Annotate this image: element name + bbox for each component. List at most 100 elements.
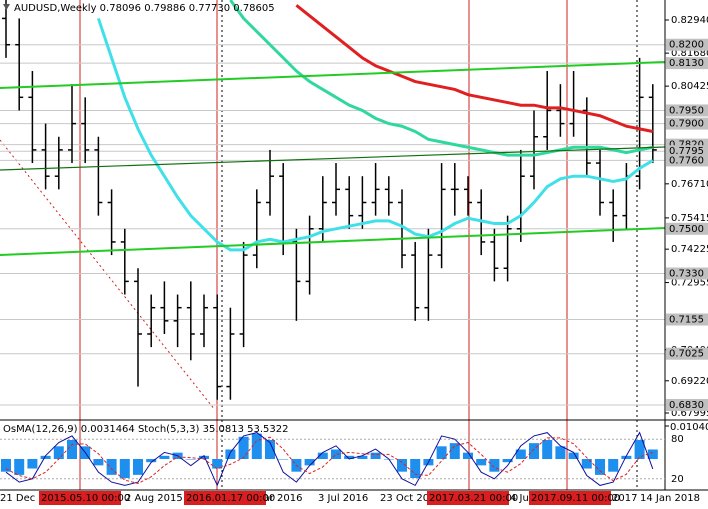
- osma-bar: [251, 433, 262, 460]
- osma-bar: [621, 455, 632, 460]
- x-tick-label: 2017.09.11 00:00: [531, 493, 620, 504]
- x-label-box: [427, 491, 509, 505]
- x-tick-label: 4 Jul: [510, 493, 532, 504]
- level-box: [666, 313, 708, 326]
- level-box: [666, 347, 708, 360]
- osma-bar: [331, 449, 341, 460]
- stoch-k: [5, 431, 654, 487]
- osma-bar: [53, 446, 64, 460]
- osma-bar: [502, 459, 513, 463]
- osma-bar: [515, 449, 526, 460]
- osma-bar: [40, 455, 51, 460]
- osma-bar: [489, 459, 500, 472]
- moving-average: [229, 0, 654, 157]
- level-box: [666, 222, 708, 235]
- trend-lines: [0, 61, 665, 256]
- level-box: [666, 117, 708, 130]
- osma-bar: [634, 439, 645, 460]
- osma-bar: [67, 439, 77, 460]
- osma-bar: [476, 459, 487, 466]
- y-tick-label: 20: [671, 474, 684, 485]
- level-box: [666, 154, 708, 167]
- level-box: [666, 145, 708, 158]
- x-label-box: [184, 491, 266, 505]
- osma-bar: [14, 459, 25, 475]
- level-box: [666, 104, 708, 117]
- osma-bar: [119, 459, 130, 479]
- osma-bar: [27, 459, 38, 469]
- x-tick-label: 3 Jul 2016: [318, 493, 368, 504]
- osma-bar: [133, 459, 143, 475]
- level-label: 0.7795: [669, 146, 704, 157]
- osma-bar: [529, 443, 539, 460]
- osma-bar: [185, 459, 196, 460]
- level-label: 0.7760: [669, 155, 704, 166]
- x-tick-label: 21 Dec 20: [0, 493, 51, 504]
- osma-bar: [647, 449, 658, 460]
- osma-bar: [436, 446, 447, 460]
- osma-bar: [212, 459, 223, 469]
- osma-bar: [568, 452, 579, 460]
- osma-bar: [370, 452, 381, 460]
- y-tick-label: 0.67995: [671, 408, 708, 419]
- indicator-title: OsMA(12,26,9) 0.0031464 Stoch(5,3,3) 35.…: [3, 424, 289, 435]
- osma-bar: [449, 443, 460, 460]
- osma-bar: [397, 459, 407, 472]
- level-box: [666, 57, 708, 70]
- level-label: 0.7950: [669, 105, 704, 116]
- osma-bar: [106, 459, 117, 475]
- y-tick-label: 0.010404: [670, 422, 708, 433]
- x-tick-label: 14 Jan 2018: [640, 493, 700, 504]
- osma-bar: [317, 452, 328, 460]
- osma-bar: [344, 455, 355, 460]
- level-label: 0.7025: [669, 349, 704, 360]
- moving-average: [295, 4, 654, 133]
- osma-bar: [199, 455, 209, 460]
- x-tick-label: 2017.03.21 00:00: [429, 493, 518, 504]
- x-tick-label: 23 Oct 201: [380, 493, 435, 504]
- y-tick-label: 0.74225: [671, 244, 708, 255]
- osma-bar: [357, 455, 368, 460]
- level-label: 0.8200: [669, 40, 704, 51]
- osma-bar: [555, 446, 566, 460]
- level-box: [666, 398, 708, 411]
- x-tick-label: 2 Aug 2015: [125, 493, 183, 504]
- x-label-box: [39, 491, 121, 505]
- level-label: 0.7330: [669, 268, 704, 279]
- y-tick-label: 0.80425: [671, 81, 708, 92]
- osma-bar: [93, 459, 104, 466]
- x-label-box: [529, 491, 611, 505]
- osma-bar: [304, 459, 315, 466]
- level-label: 0.6830: [669, 400, 704, 411]
- y-tick-label: 0.72955: [671, 278, 708, 289]
- stoch-d: [5, 436, 653, 484]
- osma-bar: [1, 459, 11, 472]
- osma-bar: [595, 459, 605, 475]
- period-lines: [0, 0, 638, 490]
- level-box: [666, 267, 708, 280]
- osma-bar: [608, 459, 619, 472]
- osma-bar: [278, 459, 289, 460]
- osma-bar: [265, 439, 275, 460]
- chart-title: AUDUSD,Weekly 0.78096 0.79886 0.77730 0.…: [14, 3, 275, 14]
- osma-bar: [463, 452, 473, 460]
- level-box: [666, 38, 708, 51]
- x-tick-label: 2016.01.17 00:00: [186, 493, 275, 504]
- level-label: 0.7900: [669, 119, 704, 130]
- osma-bar: [159, 455, 170, 460]
- x-tick-label: 2017: [612, 493, 637, 504]
- osma-bar: [410, 459, 421, 479]
- y-tick-label: 0.75415: [671, 213, 708, 224]
- x-tick-label: Mar 2016: [255, 493, 303, 504]
- icon: [3, 4, 10, 10]
- level-label: 0.8130: [669, 58, 704, 69]
- y-tick-label: 80: [671, 434, 684, 445]
- osma-bar: [581, 459, 592, 469]
- osma-bar: [146, 459, 157, 463]
- moving-average: [96, 17, 654, 252]
- osma-bar: [238, 436, 249, 460]
